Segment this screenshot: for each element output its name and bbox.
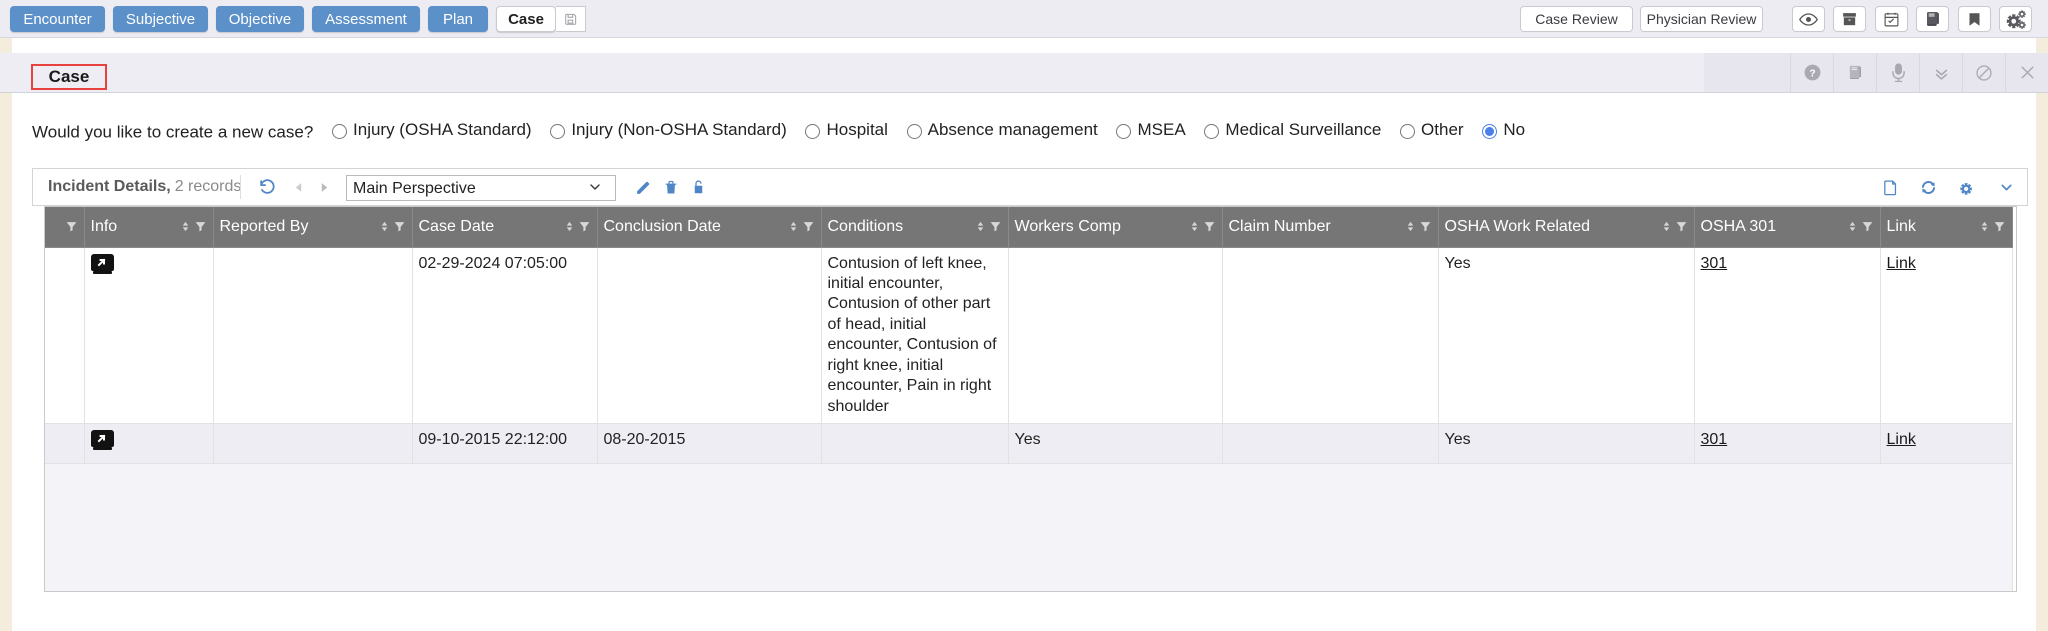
svg-text:?: ? — [1809, 68, 1815, 79]
